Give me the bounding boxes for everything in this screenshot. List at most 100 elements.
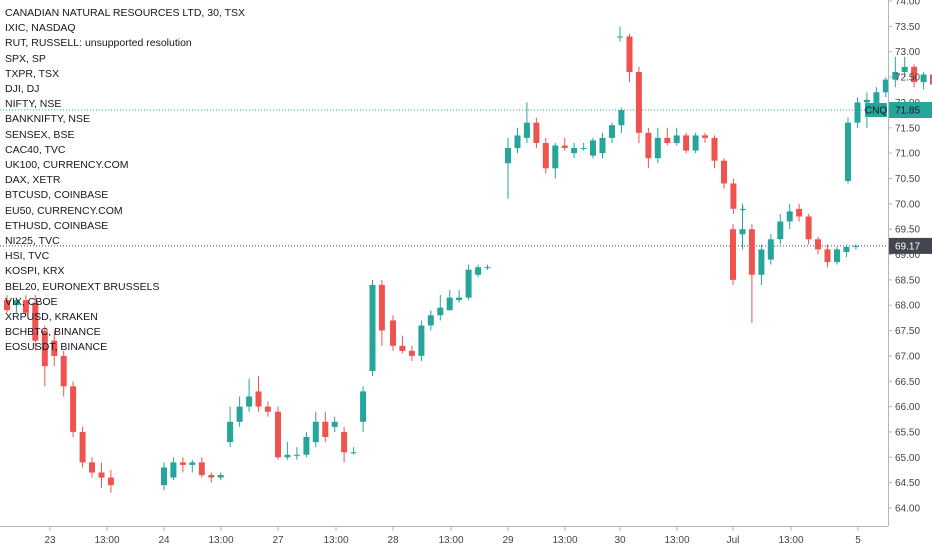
candle-up	[331, 416, 338, 432]
candle-down	[796, 203, 803, 222]
candle-up	[227, 406, 234, 448]
legend-symbol[interactable]: BEL20, EURONEXT BRUSSELS	[5, 280, 160, 293]
candle-up	[580, 143, 587, 151]
legend-symbol[interactable]: CAC40, TVC	[5, 143, 66, 156]
candle-body	[730, 183, 737, 209]
candle-up	[901, 56, 908, 78]
candle-down	[264, 401, 271, 417]
legend-symbol[interactable]: SPX, SP	[5, 52, 46, 65]
candle-down	[730, 224, 736, 285]
candle-down	[79, 426, 86, 468]
legend-symbol[interactable]: NIFTY, NSE	[5, 98, 62, 111]
legend-symbol[interactable]: ETHUSD, COINBASE	[5, 219, 109, 232]
candle-down	[930, 74, 932, 85]
candle-body	[79, 432, 86, 463]
legend-symbol[interactable]: TXPR, TSX	[5, 67, 60, 80]
time-tick-label: 23	[44, 535, 56, 546]
candle-up	[590, 137, 596, 159]
symbol-legend: CANADIAN NATURAL RESOURCES LTD, 30, TSX …	[5, 6, 245, 356]
candle-body	[730, 229, 736, 280]
candle-up	[170, 457, 177, 481]
price-tick-label: 69.00	[895, 250, 920, 261]
candle-down	[51, 330, 58, 366]
candle-body	[635, 72, 642, 133]
candle-up	[514, 127, 521, 154]
legend-symbol[interactable]: SENSEX, BSE	[5, 128, 75, 141]
candle-body	[322, 421, 329, 437]
candle-body	[198, 462, 205, 476]
candle-body	[920, 74, 927, 83]
candle-body	[505, 148, 511, 164]
price-axis[interactable]: 64.00 64.50 65.00 65.50 66.00 66.50 67.00 67.50…	[888, 0, 920, 515]
candle-body	[255, 391, 262, 407]
price-tick-label: 64.00	[895, 504, 920, 515]
candle-body	[843, 246, 850, 252]
candle-body	[217, 475, 224, 478]
candle-body	[284, 454, 291, 458]
candle-body	[523, 122, 530, 138]
legend-symbol[interactable]: HSI, TVC	[5, 250, 50, 263]
price-tick-label: 67.50	[895, 326, 920, 337]
legend-symbol[interactable]: UK100, CURRENCY.COM	[5, 159, 129, 172]
candle-body	[89, 462, 95, 473]
candle-body	[264, 406, 271, 412]
symbol-badge-label: CNQ	[865, 106, 887, 117]
legend-symbol[interactable]: RUT, RUSSELL: unsupported resolution	[5, 37, 192, 50]
candle-body	[107, 477, 114, 486]
candle-down	[275, 406, 281, 460]
candle-body	[882, 79, 889, 93]
candle-body	[552, 145, 559, 169]
legend-symbol[interactable]: NI225, TVC	[5, 235, 60, 248]
candle-up	[673, 127, 680, 146]
candle-down	[561, 137, 568, 151]
price-tick-label: 66.00	[895, 402, 920, 413]
symbol-badge	[865, 103, 887, 117]
legend-symbol[interactable]: BTCUSD, COINBASE	[5, 189, 109, 202]
legend-symbol[interactable]: DAX, XETR	[5, 174, 61, 187]
candle-up	[217, 472, 224, 481]
candle-body	[599, 137, 606, 154]
candle-up	[618, 107, 625, 133]
candle-body	[161, 467, 167, 486]
legend-symbol[interactable]: EU50, CURRENCY.COM	[5, 204, 123, 217]
candle-down	[635, 66, 642, 143]
legend-symbol[interactable]: BANKNIFTY, NSE	[5, 113, 90, 126]
price-tick-label: 67.00	[895, 351, 920, 362]
candle-down	[645, 127, 652, 169]
candle-body	[873, 92, 880, 108]
candle-down	[399, 335, 406, 354]
legend-title[interactable]: CANADIAN NATURAL RESOURCES LTD, 30, TSX	[5, 7, 245, 19]
legend-symbol[interactable]: EOSUSDT, BINANCE	[5, 341, 108, 354]
candle-up	[350, 447, 357, 455]
candle-down	[711, 135, 718, 169]
candle-up	[617, 26, 623, 42]
candle-body	[824, 249, 831, 263]
candle-down	[683, 132, 690, 154]
time-tick-label: 13:00	[438, 535, 463, 546]
legend-symbol[interactable]: BCHBTC, BINANCE	[5, 326, 101, 339]
legend-symbol[interactable]: DJI, DJ	[5, 83, 40, 96]
price-tick-label: 68.50	[895, 275, 920, 286]
candle-body	[427, 315, 434, 326]
legend-symbol[interactable]: XRPUSD, KRAKEN	[5, 311, 98, 324]
candle-up	[739, 203, 746, 250]
candle-body	[863, 99, 870, 103]
legend-symbol[interactable]: IXIC, NASDAQ	[5, 22, 76, 35]
legend-symbol[interactable]: KOSPI, KRX	[5, 265, 65, 278]
price-tick-label: 65.50	[895, 428, 920, 439]
candle-body	[275, 411, 281, 458]
candle-body	[590, 140, 596, 156]
candle-body	[645, 132, 652, 159]
candle-body	[293, 454, 300, 456]
time-axis[interactable]: 23 13:00 24 13:00 27 13:00 28 13:00 29 13:00 30 13:…	[44, 527, 861, 546]
price-tick-label: 71.50	[895, 123, 920, 134]
candle-body	[484, 267, 491, 269]
candle-down	[721, 158, 727, 189]
candle-body	[815, 239, 821, 250]
candle-up	[523, 102, 530, 143]
candle-up	[777, 213, 784, 245]
legend-symbol[interactable]: VIX, CBOE	[5, 295, 58, 308]
candle-up	[189, 459, 196, 473]
